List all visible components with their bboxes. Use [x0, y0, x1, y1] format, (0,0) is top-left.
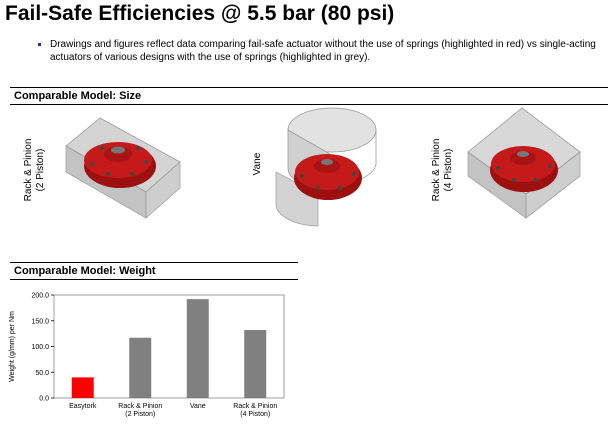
bar: [129, 337, 152, 398]
y-tick-label: 100.0: [31, 344, 49, 351]
bullet-icon: [38, 43, 41, 46]
x-tick-label: Rack & Pinion: [118, 403, 162, 410]
x-tick-label: Easytork: [69, 403, 97, 410]
model-label-vane: Vane: [252, 152, 263, 176]
y-tick-label: 200.0: [31, 293, 49, 300]
model-label-rack-pinion-4: Rack & Pinion (4 Piston): [431, 138, 454, 202]
y-tick-label: 50.0: [35, 370, 49, 377]
weight-bar-chart: 0.0 50.0 100.0 150.0 200.0 Weight (g/mm) per …: [9, 293, 285, 418]
y-tick-label: 0.0: [39, 396, 49, 403]
weight-section-heading: Comparable Model: Weight: [10, 262, 298, 280]
x-tick-label: (2 Piston): [125, 411, 155, 418]
actuator-icon: [294, 154, 362, 200]
rack-pinion-2-piston-drawing: [65, 117, 181, 219]
x-tick-label: Rack & Pinion: [233, 403, 277, 410]
y-axis-label: Weight (g/mm) per Nm: [9, 311, 16, 382]
model-label-rack-pinion-2: Rack & Pinion (2 Piston): [23, 138, 46, 202]
bar: [186, 299, 209, 398]
size-section-heading: Comparable Model: Size: [10, 87, 608, 105]
actuator-icon: [84, 142, 156, 188]
actuator-icon: [490, 146, 558, 192]
description-text: Drawings and figures reflect data compar…: [50, 39, 596, 63]
bar: [71, 377, 94, 398]
x-tick-label: Vane: [190, 403, 206, 410]
description-bullet: Drawings and figures reflect data compar…: [38, 38, 600, 64]
page-title: Fail-Safe Efficiencies @ 5.5 bar (80 psi…: [5, 2, 395, 25]
rack-pinion-4-piston-drawing: [467, 107, 581, 219]
bar: [244, 330, 267, 398]
y-tick-label: 150.0: [31, 318, 49, 325]
vane-drawing: [275, 107, 377, 227]
x-tick-label: (4 Piston): [240, 411, 270, 418]
